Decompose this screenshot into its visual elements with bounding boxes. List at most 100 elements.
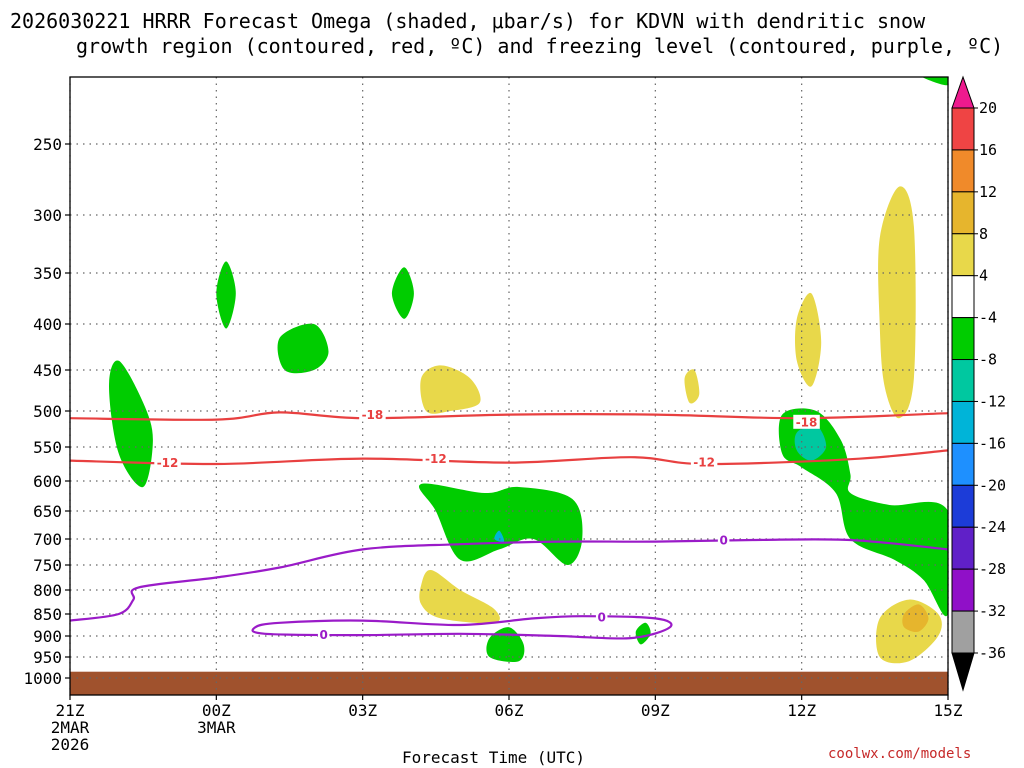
omega-region (795, 292, 822, 387)
x-tick-label: 06Z (495, 701, 524, 720)
title-line-1: 2026030221 HRRR Forecast Omega (shaded, … (10, 9, 926, 33)
omega-region (277, 323, 329, 374)
y-tick-label: 300 (33, 206, 62, 225)
contour-label: -12 (425, 452, 447, 466)
omega-region (878, 186, 916, 419)
colorbar-label: 4 (979, 267, 988, 285)
y-tick-label: 400 (33, 315, 62, 334)
red-isotherm-line (70, 449, 948, 466)
x-tick-label: 09Z (641, 701, 670, 720)
contour-label-bg (717, 533, 730, 548)
contour-label: -18 (362, 408, 384, 422)
x-tick-label: 15Z (934, 701, 963, 720)
contour-label-bg (154, 455, 181, 470)
x-tick-label: 21Z (56, 701, 85, 720)
x-tick-label: 12Z (787, 701, 816, 720)
colorbar-bottom-arrow (951, 652, 975, 692)
contour-label: -12 (157, 456, 179, 470)
colorbar-bin (951, 484, 975, 528)
y-tick-label: 450 (33, 361, 62, 380)
omega-region (635, 622, 651, 645)
credit-text: coolwx.com/models (828, 746, 971, 762)
colorbar: 20 16 12 8 4 -4 -8 -12 -16 -20 -24 -28 -32 -36 (951, 75, 1006, 692)
contour-label: 0 (597, 611, 605, 625)
y-tick-label: 550 (33, 438, 62, 457)
colorbar-bin (951, 107, 975, 151)
isotherm-group: -18 -12 -12 -12 -18 0 0 0 (70, 407, 948, 642)
title-line-2: growth region (contoured, red, ºC) and f… (76, 34, 1003, 58)
x-axis-label: Forecast Time (UTC) (402, 748, 585, 767)
colorbar-bin (951, 526, 975, 570)
colorbar-label: 8 (979, 225, 988, 243)
contour-label: -18 (796, 415, 818, 429)
y-tick-label: 350 (33, 264, 62, 283)
contour-label: 0 (719, 534, 727, 548)
colorbar-label: -8 (979, 351, 997, 369)
axes: 250 300 350 400 450 500 550 600 650 700 750 800 850 9… (23, 76, 963, 754)
x-tick-label: 03Z (348, 701, 377, 720)
contour-label-bg (422, 451, 450, 466)
plot-area (70, 77, 948, 695)
x-tick-label: 2026 (51, 735, 90, 754)
omega-region (494, 530, 505, 543)
colorbar-label: -28 (979, 560, 1006, 578)
omega-region (419, 569, 500, 624)
contour-label: 0 (319, 628, 327, 642)
colorbar-bin (951, 233, 975, 277)
colorbar-bin (951, 191, 975, 235)
terrain-ground (70, 671, 948, 695)
colorbar-label: -16 (979, 434, 1006, 452)
colorbar-label: -20 (979, 476, 1006, 494)
colorbar-top-arrow (951, 75, 975, 109)
purple-isotherm-line (251, 615, 673, 640)
contour-label-bg (690, 454, 718, 469)
omega-region (418, 483, 583, 565)
purple-isotherm-line (70, 538, 948, 622)
x-tick-label: 00Z (202, 701, 231, 720)
y-tick-label: 850 (33, 605, 62, 624)
omega-region (420, 365, 481, 414)
colorbar-bin (951, 442, 975, 486)
colorbar-label: -24 (979, 518, 1006, 536)
contour-label-bg (595, 610, 608, 625)
y-tick-label: 900 (33, 627, 62, 646)
y-tick-label: 600 (33, 472, 62, 491)
colorbar-label: 12 (979, 183, 997, 201)
y-tick-label: 650 (33, 502, 62, 521)
omega-region (902, 604, 929, 632)
contour-label-bg (793, 414, 820, 429)
colorbar-bin (951, 317, 975, 361)
plot-frame (69, 76, 949, 696)
colorbar-bin (951, 568, 975, 612)
omega-region (684, 369, 700, 404)
omega-region (109, 360, 153, 488)
x-tick-label: 2MAR (51, 718, 90, 737)
colorbar-bin (951, 359, 975, 402)
contour-lines: -18 -12 -12 -12 -18 0 0 0 (70, 407, 948, 642)
colorbar-label: 16 (979, 141, 997, 159)
omega-region (794, 424, 827, 461)
colorbar-bin (951, 610, 975, 654)
colorbar-label: -32 (979, 602, 1006, 620)
colorbar-label: -4 (979, 309, 997, 327)
colorbar-label: 20 (979, 99, 997, 117)
contour-label-bg (359, 407, 386, 422)
contour-label-bg (317, 627, 330, 642)
colorbar-label: -12 (979, 392, 1006, 410)
omega-region (921, 77, 948, 86)
y-tick-label: 750 (33, 556, 62, 575)
contour-label: -12 (693, 455, 715, 469)
y-tick-label: 950 (33, 648, 62, 667)
omega-region (216, 261, 236, 329)
x-tick-label: 3MAR (197, 718, 236, 737)
colorbar-bin (951, 275, 975, 319)
colorbar-label: -36 (979, 644, 1006, 662)
y-tick-label: 250 (33, 135, 62, 154)
grid-lines (69, 77, 949, 695)
colorbar-bin (951, 400, 975, 444)
omega-region (391, 267, 414, 319)
y-tick-label: 800 (33, 581, 62, 600)
shaded-omega (70, 77, 948, 695)
y-tick-label: 500 (33, 402, 62, 421)
